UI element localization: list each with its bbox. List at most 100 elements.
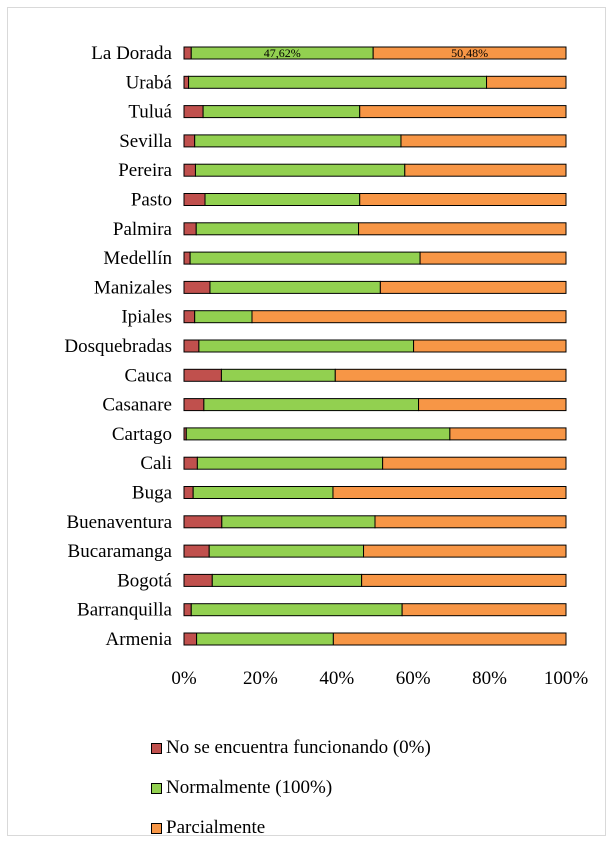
x-tick-0: 0% bbox=[171, 668, 197, 689]
category-label-bucaramanga: Bucaramanga bbox=[68, 541, 173, 562]
legend: No se encuentra funcionando (0%) Normalme… bbox=[151, 728, 431, 848]
bar-armenia-series-3 bbox=[332, 632, 567, 646]
bar-sevilla-series-1 bbox=[183, 134, 196, 148]
bar-medellin-series-2 bbox=[189, 251, 421, 265]
bar-medellin-series-1 bbox=[183, 251, 191, 265]
x-tick-3: 60% bbox=[396, 668, 431, 689]
bar-palmira-series-2 bbox=[195, 222, 360, 236]
category-label-medellin: Medellín bbox=[103, 248, 172, 269]
bar-dosquebradas-series-1 bbox=[183, 339, 200, 353]
data-label-la-dorada-series-3: 50,48% bbox=[451, 46, 488, 60]
bar-tulua-series-2 bbox=[202, 105, 361, 119]
category-label-palmira: Palmira bbox=[113, 219, 173, 240]
legend-swatch-1 bbox=[151, 742, 162, 754]
bar-cali-series-3 bbox=[382, 456, 567, 470]
category-label-uraba: Urabá bbox=[126, 72, 173, 93]
data-labels: 47,62% 50,48% bbox=[264, 46, 488, 60]
bar-cauca-series-1 bbox=[183, 368, 222, 382]
category-label-cartago: Cartago bbox=[112, 424, 172, 445]
bar-casanare-series-1 bbox=[183, 398, 205, 412]
bar-manizales-series-3 bbox=[379, 280, 567, 294]
bar-pasto-series-2 bbox=[204, 193, 361, 206]
legend-item-1: No se encuentra funcionando (0%) bbox=[151, 728, 431, 768]
bar-dosquebradas-series-3 bbox=[413, 339, 567, 353]
bar-ipiales-series-1 bbox=[183, 310, 196, 324]
bar-bogota-series-3 bbox=[361, 573, 567, 587]
bar-ipiales-series-3 bbox=[251, 310, 567, 324]
category-label-pasto: Pasto bbox=[131, 190, 172, 211]
bar-manizales-series-2 bbox=[209, 280, 381, 294]
x-tick-2: 40% bbox=[319, 668, 354, 689]
bar-pasto-series-3 bbox=[359, 193, 567, 206]
bar-barranquilla-series-3 bbox=[401, 603, 567, 617]
bar-buenaventura-series-3 bbox=[374, 515, 567, 529]
category-label-sevilla: Sevilla bbox=[119, 131, 172, 152]
legend-item-3: Parcialmente bbox=[151, 808, 431, 848]
bars-group bbox=[183, 46, 567, 646]
category-label-bogota: Bogotá bbox=[117, 570, 172, 591]
bar-la-dorada-series-3 bbox=[372, 46, 567, 60]
bar-bogota-series-2 bbox=[211, 573, 363, 587]
bar-pereira-series-2 bbox=[194, 163, 406, 177]
category-label-casanare: Casanare bbox=[102, 395, 172, 416]
bar-uraba-series-1 bbox=[183, 75, 190, 89]
bar-armenia-series-2 bbox=[196, 632, 334, 646]
category-label-buga: Buga bbox=[132, 483, 173, 504]
x-tick-5: 100% bbox=[544, 668, 589, 689]
bar-buga-series-1 bbox=[183, 486, 194, 499]
category-label-tulua: Tuluá bbox=[128, 102, 172, 123]
bar-cartago-series-3 bbox=[449, 427, 567, 441]
category-label-buenaventura: Buenaventura bbox=[66, 512, 172, 533]
bar-buga-series-2 bbox=[192, 486, 334, 499]
bar-tulua-series-3 bbox=[359, 105, 567, 119]
category-label-cali: Cali bbox=[140, 453, 172, 474]
chart-frame: La Dorada Urabá Tuluá Sevilla Pereira Pasto Pa… bbox=[7, 7, 606, 838]
bar-dosquebradas-series-2 bbox=[198, 339, 415, 353]
stacked-bar-chart: La Dorada Urabá Tuluá Sevilla Pereira Pasto Pa… bbox=[64, 43, 588, 689]
bar-manizales-series-1 bbox=[183, 280, 211, 294]
bar-buga-series-3 bbox=[332, 486, 567, 499]
bar-buenaventura-series-2 bbox=[221, 515, 376, 529]
category-label-ipiales: Ipiales bbox=[121, 307, 172, 328]
bar-ipiales-series-2 bbox=[194, 310, 253, 324]
bar-cartago-series-2 bbox=[185, 427, 451, 441]
category-labels: La Dorada Urabá Tuluá Sevilla Pereira Pasto Pa… bbox=[64, 43, 172, 650]
bar-pereira-series-1 bbox=[183, 163, 196, 177]
bar-tulua-series-1 bbox=[183, 105, 204, 119]
legend-swatch-2 bbox=[151, 782, 162, 794]
bar-barranquilla-series-1 bbox=[183, 603, 192, 617]
category-label-la-dorada: La Dorada bbox=[91, 43, 172, 64]
bar-sevilla-series-3 bbox=[400, 134, 567, 148]
bar-bucaramanga-series-2 bbox=[208, 544, 365, 558]
bar-buenaventura-series-1 bbox=[183, 515, 223, 529]
legend-label-2: Normalmente (100%) bbox=[166, 777, 333, 798]
x-tick-1: 20% bbox=[243, 668, 278, 689]
bar-casanare-series-2 bbox=[203, 398, 420, 412]
category-label-manizales: Manizales bbox=[94, 277, 172, 298]
category-label-armenia: Armenia bbox=[106, 629, 173, 650]
x-tick-4: 80% bbox=[472, 668, 507, 689]
legend-swatch-3 bbox=[151, 822, 162, 834]
bar-bogota-series-1 bbox=[183, 573, 213, 587]
legend-item-2: Normalmente (100%) bbox=[151, 768, 431, 808]
bar-bucaramanga-series-1 bbox=[183, 544, 210, 558]
bar-palmira-series-1 bbox=[183, 222, 197, 236]
bar-cauca-series-3 bbox=[334, 368, 567, 382]
category-label-cauca: Cauca bbox=[125, 365, 173, 386]
bar-sevilla-series-2 bbox=[194, 134, 402, 148]
bar-la-dorada-series-1 bbox=[183, 46, 192, 60]
bar-cali-series-1 bbox=[183, 456, 198, 470]
bar-uraba-series-3 bbox=[486, 75, 567, 89]
legend-label-1: No se encuentra funcionando (0%) bbox=[166, 737, 431, 758]
bar-pereira-series-3 bbox=[404, 163, 567, 177]
bar-uraba-series-2 bbox=[188, 75, 488, 89]
bar-bucaramanga-series-3 bbox=[363, 544, 567, 558]
bar-casanare-series-3 bbox=[418, 398, 567, 412]
bar-armenia-series-1 bbox=[183, 632, 198, 646]
data-label-la-dorada-series-2: 47,62% bbox=[264, 46, 301, 60]
bar-cali-series-2 bbox=[196, 456, 384, 470]
x-tick-labels: 0% 20% 40% 60% 80% 100% bbox=[171, 668, 588, 689]
category-label-barranquilla: Barranquilla bbox=[77, 600, 173, 621]
bar-pasto-series-1 bbox=[183, 193, 206, 206]
bar-medellin-series-3 bbox=[419, 251, 567, 265]
